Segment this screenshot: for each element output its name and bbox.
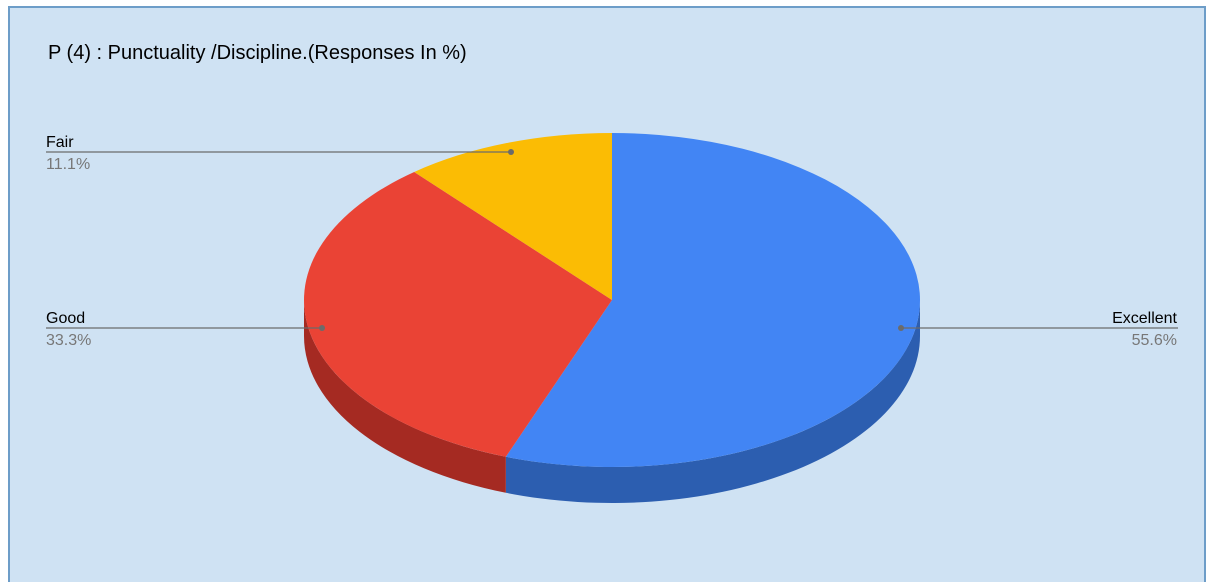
leader-dot-excellent [898,325,904,331]
pie-slice-fair[interactable] [414,133,612,300]
slice-label-fair: Fair [46,134,74,151]
slice-value-excellent: 55.6% [1132,332,1177,349]
pie-side-excellent [505,300,920,503]
leader-dot-good [319,325,325,331]
slice-label-good: Good [46,310,85,327]
pie-slice-good[interactable] [304,171,612,457]
pie-slice-excellent[interactable] [505,133,921,467]
pie-side-good [304,300,506,493]
slice-value-fair: 11.1% [46,156,90,173]
leader-dot-fair [508,149,514,155]
chart-title: P (4) : Punctuality /Discipline.(Respons… [48,42,467,64]
slice-value-good: 33.3% [46,332,91,349]
slice-label-excellent: Excellent [1112,310,1177,327]
